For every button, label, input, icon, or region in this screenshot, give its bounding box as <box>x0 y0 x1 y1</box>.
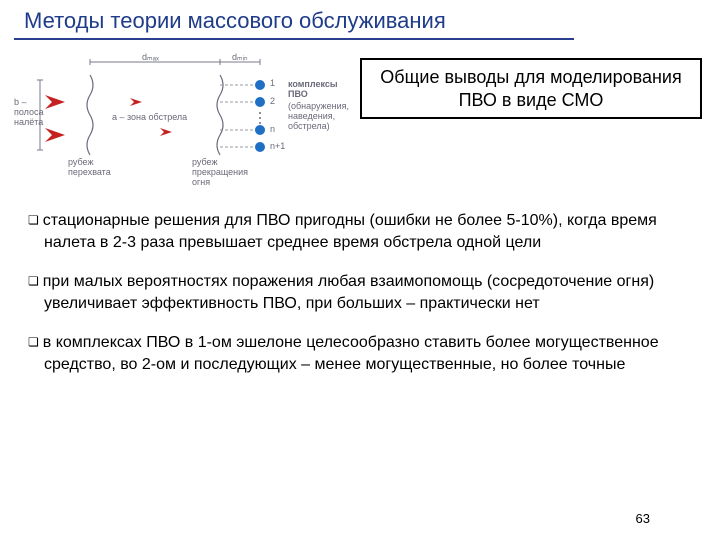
intercept-label: рубеж перехвата <box>68 158 128 178</box>
conclusion-callout: Общие выводы для моделирования ПВО в вид… <box>360 58 702 119</box>
ch-2: 2 <box>270 96 275 106</box>
bullet-item: при малых вероятностях поражения любая в… <box>28 271 668 314</box>
zone-label: a – зона обстрела <box>112 112 187 122</box>
bullet-item: стационарные решения для ПВО пригодны (о… <box>28 210 668 253</box>
bullet-list: стационарные решения для ПВО пригодны (о… <box>28 210 668 394</box>
bullet-item: в комплексах ПВО в 1-ом эшелоне целесооб… <box>28 332 668 375</box>
pvo-diagram: dₘₐₓ dₘᵢₙ b – полоса налёта a – зона обс… <box>20 50 340 180</box>
dmin-label: dₘᵢₙ <box>232 52 248 63</box>
ch-n1: n+1 <box>270 141 285 151</box>
ch-n: n <box>270 124 275 134</box>
page-number: 63 <box>636 511 650 526</box>
complex-title: комплексы ПВО <box>288 80 340 100</box>
title-underline <box>14 38 574 40</box>
b-label: b – полоса налёта <box>14 98 44 128</box>
ch-1: 1 <box>270 78 275 88</box>
dmax-label: dₘₐₓ <box>142 52 159 63</box>
ceasefire-label: рубеж прекращения огня <box>192 158 262 188</box>
page-title: Методы теории массового обслуживания <box>24 8 446 34</box>
complex-sub: (обнаружения, наведения, обстрела) <box>288 102 344 132</box>
